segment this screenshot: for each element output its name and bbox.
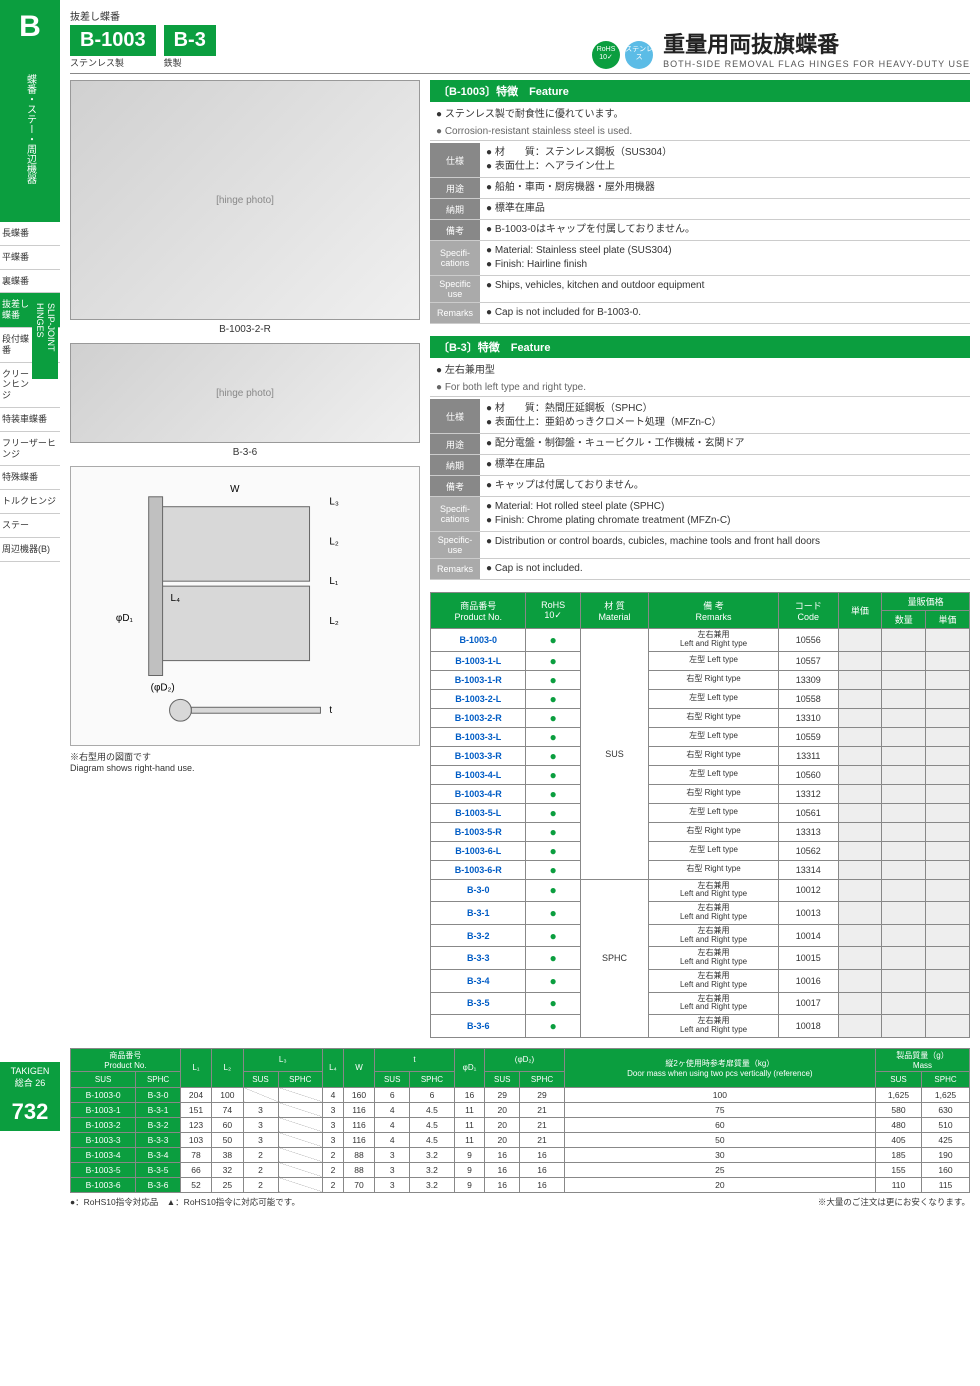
sidebar-item[interactable]: トルクヒンジ: [0, 490, 60, 514]
sidebar-item[interactable]: 平蝶番: [0, 246, 60, 270]
sidebar-item[interactable]: 特装車蝶番: [0, 408, 60, 432]
sidebar-item[interactable]: 特殊蝶番: [0, 466, 60, 490]
product-table: 商品番号 Product No.RoHS 10✓材 質 Material備 考 …: [430, 592, 970, 1038]
footnotes: ●：RoHS10指令対応品 ▲：RoHS10指令に対応可能です。 ※大量のご注文…: [70, 1196, 970, 1208]
sidebar-item[interactable]: 裏蝶番: [0, 270, 60, 294]
category-name: 蝶番・ステー・周辺機器: [24, 49, 37, 209]
svg-text:L₂: L₂: [329, 616, 339, 627]
photo-label-1: B-1003-2-R: [70, 324, 420, 335]
category-letter: B: [3, 10, 57, 44]
sidebar-item[interactable]: フリーザーヒンジ: [0, 432, 60, 467]
product-photo-main: [hinge photo]: [70, 80, 420, 320]
sidebar-item[interactable]: SLIP-JOINT HINGES抜差し蝶番: [0, 293, 60, 328]
svg-text:L₂: L₂: [329, 536, 339, 547]
title: 重量用両抜旗蝶番 BOTH-SIDE REMOVAL FLAG HINGES F…: [663, 27, 970, 69]
svg-text:L₃: L₃: [329, 497, 339, 508]
svg-text:W: W: [230, 484, 240, 495]
tech-diagram: W L₁ L₂ L₂ L₃ L₄ φD₁ (φD₂) t: [70, 466, 420, 746]
photo-label-2: B-3-6: [70, 447, 420, 458]
code-box-2: B-3 鉄製: [164, 23, 220, 69]
diagram-note: ※右型用の図面です Diagram shows right-hand use.: [70, 750, 420, 773]
right-column: 〔B-1003〕特徴 Feature ● ステンレス製で耐食性に優れています。 …: [430, 80, 970, 1038]
svg-text:L₄: L₄: [171, 593, 181, 604]
sidebar-item[interactable]: 周辺機器(B): [0, 538, 60, 562]
badges: RoHS 10✓ ステンレス: [592, 41, 655, 69]
svg-text:t: t: [329, 705, 332, 716]
page-number: 732: [0, 1093, 60, 1131]
sidebar-item[interactable]: 長蝶番: [0, 222, 60, 246]
page-header: 抜差し蝶番 B-1003 ステンレス製 B-3 鉄製 RoHS 10✓ ステンレ…: [70, 8, 970, 74]
feature-b3: 〔B-3〕特徴 Feature ● 左右兼用型 ● For both left …: [430, 336, 970, 580]
category-header: B 蝶番・ステー・周辺機器: [0, 0, 60, 222]
dimension-table: 商品番号 Product No.L₁L₂L₃L₄WtφD₁(φD₂)縦2ヶ使用時…: [70, 1048, 970, 1193]
svg-text:(φD₂): (φD₂): [151, 682, 175, 693]
series-label: 抜差し蝶番: [70, 8, 220, 23]
svg-text:φD₁: φD₁: [116, 613, 134, 624]
code-box-1: B-1003 ステンレス製: [70, 23, 160, 69]
sidebar: B 蝶番・ステー・周辺機器 長蝶番平蝶番裏蝶番SLIP-JOINT HINGES…: [0, 0, 60, 1216]
brand-footer: TAKIGEN 総合 26: [0, 1062, 60, 1093]
main-content: 抜差し蝶番 B-1003 ステンレス製 B-3 鉄製 RoHS 10✓ ステンレ…: [60, 0, 980, 1216]
sus-badge: ステンレス: [625, 41, 653, 69]
feature-b1003: 〔B-1003〕特徴 Feature ● ステンレス製で耐食性に優れています。 …: [430, 80, 970, 324]
product-photo-sub: [hinge photo]: [70, 343, 420, 443]
svg-text:L₁: L₁: [329, 576, 339, 587]
sidebar-nav: 長蝶番平蝶番裏蝶番SLIP-JOINT HINGES抜差し蝶番段付蝶番クリーンヒ…: [0, 222, 60, 562]
rohs-badge: RoHS 10✓: [592, 41, 620, 69]
left-column: [hinge photo] B-1003-2-R [hinge photo] B…: [70, 80, 420, 1038]
sidebar-item[interactable]: ステー: [0, 514, 60, 538]
